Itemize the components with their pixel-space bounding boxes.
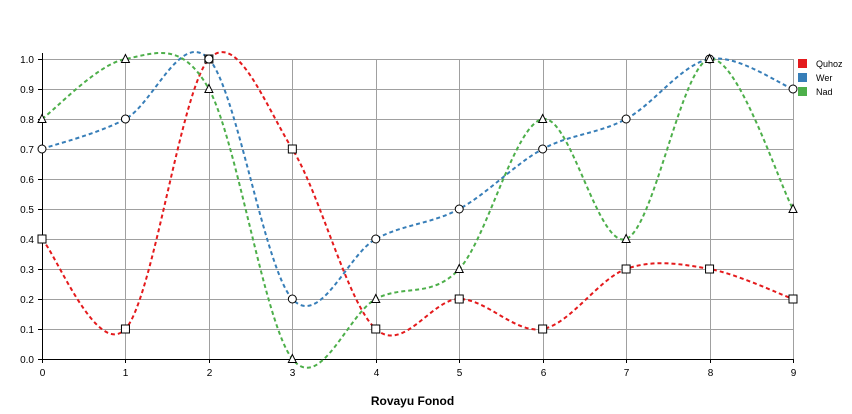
legend-swatch-wer xyxy=(798,73,807,82)
data-point-nad xyxy=(788,203,798,213)
x-tick-label: 0 xyxy=(40,368,46,379)
x-tick-label: 2 xyxy=(207,368,213,379)
legend: Quhoz Wer Nad xyxy=(798,59,843,97)
data-point-nad xyxy=(204,83,214,93)
legend-label-quhoz: Quhoz xyxy=(816,59,843,69)
data-point-nad xyxy=(370,293,381,303)
data-point-nad xyxy=(287,353,298,363)
data-point-quhoz xyxy=(454,294,464,304)
axes: 0.0 0.1 0.2 0.3 0.4 0.5 0.6 0.7 0.8 0.9 1.0 0 1 2 3 4 5 6… xyxy=(20,53,797,379)
y-tick-label: 0.6 xyxy=(20,175,34,186)
y-tick-label: 0.5 xyxy=(20,205,34,216)
y-tick-label: 0.1 xyxy=(20,325,34,336)
x-tick-label: 7 xyxy=(624,368,630,379)
series-line-quhoz xyxy=(41,51,794,337)
data-point-quhoz xyxy=(788,294,798,304)
y-tick-label: 0.7 xyxy=(20,145,34,156)
grid xyxy=(42,59,794,360)
data-point-quhoz xyxy=(705,264,715,274)
x-tick-label: 6 xyxy=(541,368,547,379)
data-point-quhoz xyxy=(621,264,631,274)
data-point-wer xyxy=(287,294,297,304)
markers-layer xyxy=(37,53,798,363)
data-point-quhoz xyxy=(538,324,548,334)
data-point-quhoz xyxy=(371,324,381,334)
x-tick-label: 1 xyxy=(123,368,129,379)
data-point-wer xyxy=(37,144,47,154)
series-line-wer xyxy=(41,51,794,307)
y-tick-label: 0.8 xyxy=(20,115,34,126)
series-layer xyxy=(41,51,794,369)
legend-swatch-nad xyxy=(798,87,807,96)
x-axis-title: Rovayu Fonod xyxy=(371,394,454,408)
data-point-quhoz xyxy=(287,144,297,154)
y-tick-label: 0.2 xyxy=(20,295,34,306)
data-point-wer xyxy=(621,114,631,124)
series-line-nad xyxy=(41,52,794,369)
data-point-nad xyxy=(537,113,548,123)
y-tick-label: 0.0 xyxy=(20,355,34,366)
data-point-nad xyxy=(37,113,47,123)
legend-label-nad: Nad xyxy=(816,87,833,97)
x-tick-label: 4 xyxy=(374,368,380,379)
data-point-wer xyxy=(371,234,381,244)
x-tick-label: 9 xyxy=(791,368,797,379)
data-point-quhoz xyxy=(37,234,47,244)
x-tick-label: 3 xyxy=(290,368,296,379)
data-point-nad xyxy=(454,263,465,273)
data-point-quhoz xyxy=(120,324,130,334)
data-point-nad xyxy=(621,233,631,243)
data-point-nad xyxy=(704,53,715,63)
data-point-wer xyxy=(788,84,798,94)
legend-swatch-quhoz xyxy=(798,59,807,68)
data-point-wer xyxy=(538,144,548,154)
y-tick-label: 1.0 xyxy=(20,55,34,66)
y-tick-label: 0.4 xyxy=(20,235,34,246)
x-tick-label: 5 xyxy=(457,368,463,379)
data-point-wer xyxy=(120,114,130,124)
data-point-wer xyxy=(204,54,214,64)
y-tick-label: 0.3 xyxy=(20,265,34,276)
data-point-wer xyxy=(454,204,464,214)
legend-label-wer: Wer xyxy=(816,73,832,83)
data-point-nad xyxy=(120,53,131,63)
x-tick-label: 8 xyxy=(708,368,714,379)
y-tick-label: 0.9 xyxy=(20,85,34,96)
